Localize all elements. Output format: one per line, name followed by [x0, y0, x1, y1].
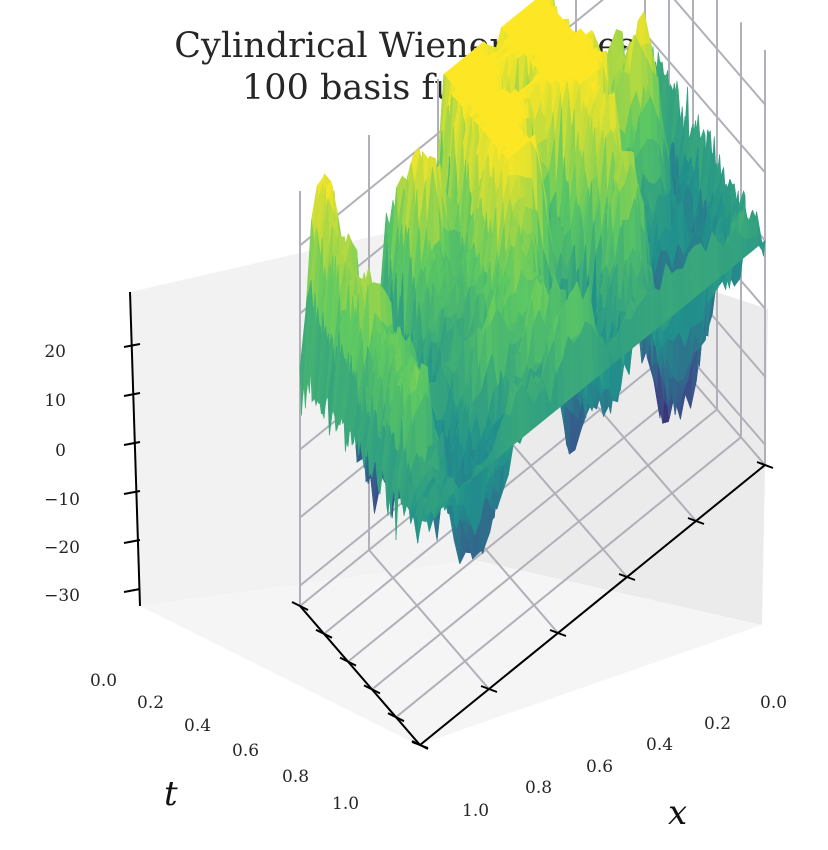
gridline — [395, 436, 742, 718]
surface — [299, 0, 766, 564]
gridline — [347, 380, 694, 663]
gridline — [368, 549, 490, 690]
gridline — [506, 437, 628, 578]
floor-pane — [140, 560, 762, 745]
gridline — [371, 408, 718, 691]
